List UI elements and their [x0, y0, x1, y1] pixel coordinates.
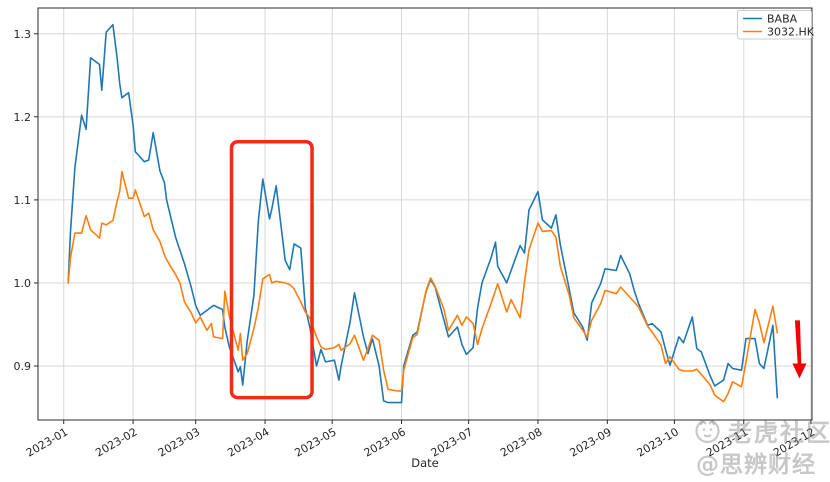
series-line-3032.HK — [67, 170, 779, 403]
y-tick-label: 1.3 — [14, 28, 32, 41]
x-axis-label: Date — [411, 456, 439, 470]
legend-label-BABA: BABA — [767, 12, 798, 25]
highlight-box-annotation — [229, 139, 314, 400]
down-arrow-annotation — [792, 320, 807, 379]
tick-marks — [34, 33, 812, 424]
legend-label-3032.HK: 3032.HK — [767, 25, 815, 38]
y-tick-label: 1.0 — [14, 277, 32, 290]
y-tick-label: 1.1 — [14, 194, 32, 207]
plot-border — [37, 7, 813, 421]
gridlines — [38, 8, 812, 420]
y-tick-label: 0.9 — [14, 360, 32, 373]
y-tick-label: 1.2 — [14, 111, 32, 124]
